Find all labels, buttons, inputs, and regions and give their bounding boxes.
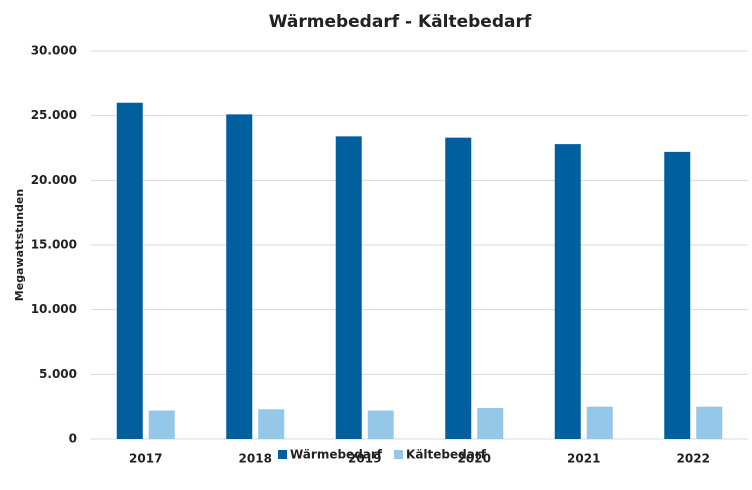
bar: [664, 151, 691, 439]
y-axis-label: Megawattstunden: [13, 189, 26, 301]
x-tick-label: 2017: [129, 452, 162, 466]
y-tick-label: 20.000: [31, 173, 77, 187]
y-tick-label: 15.000: [31, 238, 77, 252]
bar: [445, 137, 472, 440]
bar: [554, 144, 581, 439]
y-tick-label: 0: [69, 432, 77, 446]
bar: [586, 406, 613, 439]
chart-title: Wärmebedarf - Kältebedarf: [269, 12, 532, 32]
x-tick-label: 2021: [567, 452, 600, 466]
bar: [116, 102, 143, 439]
y-tick-label: 10.000: [31, 302, 77, 316]
legend-label: Wärmebedarf: [290, 448, 383, 462]
y-tick-label: 5.000: [39, 367, 77, 381]
bar: [258, 409, 285, 439]
x-tick-label: 2018: [239, 452, 272, 466]
legend-swatch: [278, 450, 287, 459]
bar: [477, 407, 504, 439]
bar: [696, 406, 723, 439]
x-tick-label: 2020: [458, 452, 491, 466]
bar: [226, 114, 253, 439]
legend-label: Kältebedarf: [406, 448, 487, 462]
x-tick-label: 2022: [677, 452, 710, 466]
bar: [335, 136, 362, 440]
bar: [148, 410, 175, 439]
y-tick-label: 30.000: [31, 44, 77, 58]
x-tick-label: 2019: [348, 452, 381, 466]
y-tick-label: 25.000: [31, 108, 77, 122]
bar: [367, 410, 394, 439]
legend-swatch: [394, 450, 404, 459]
